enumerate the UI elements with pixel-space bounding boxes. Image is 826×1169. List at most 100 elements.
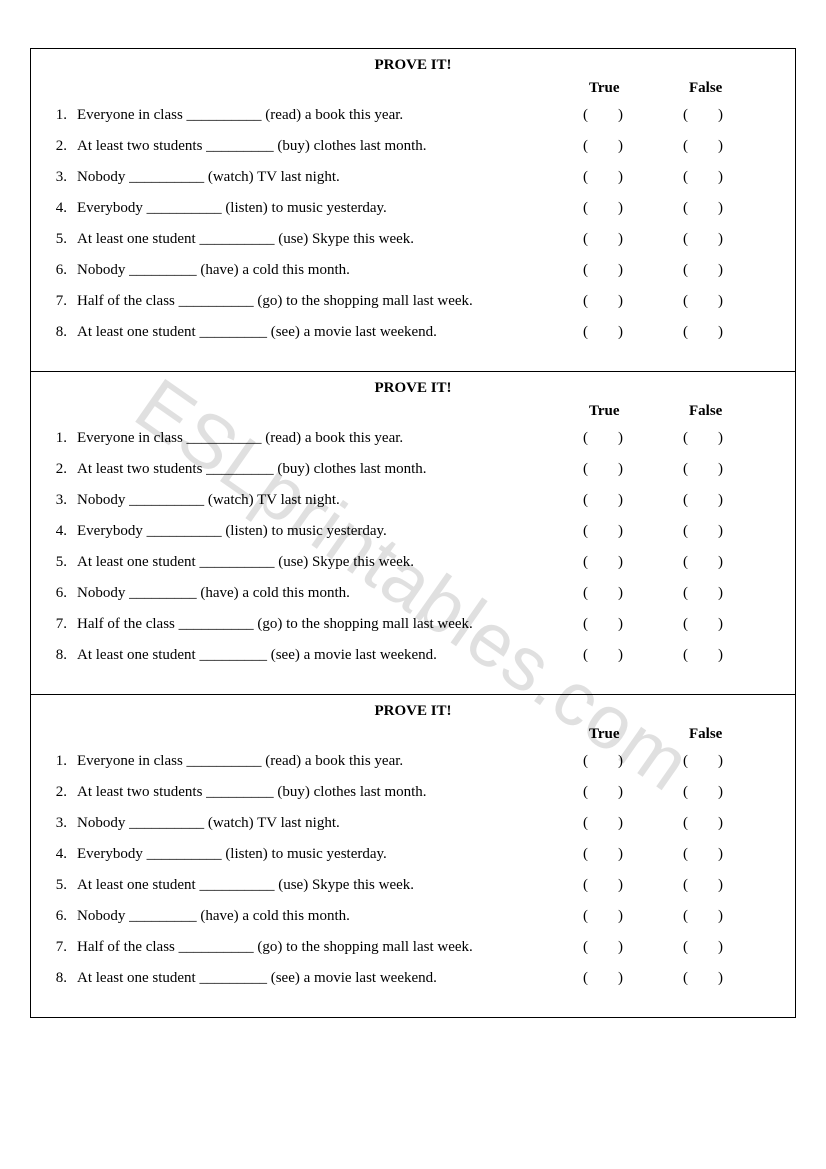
false-slot[interactable]: ( ) bbox=[669, 169, 769, 186]
true-slot[interactable]: ( ) bbox=[569, 169, 669, 186]
false-slot[interactable]: ( ) bbox=[669, 908, 769, 925]
true-slot[interactable]: ( ) bbox=[569, 585, 669, 602]
true-slot[interactable]: ( ) bbox=[569, 430, 669, 447]
question-row: 8.At least one student _________ (see) a… bbox=[49, 324, 777, 341]
worksheet-section: PROVE IT! TrueFalse 1.Everyone in class __… bbox=[31, 694, 795, 1017]
true-false-slots: ( )( ) bbox=[569, 523, 777, 540]
question-row: 4.Everybody __________ (listen) to music… bbox=[49, 523, 777, 540]
true-false-slots: ( )( ) bbox=[569, 262, 777, 279]
question-text: At least two students _________ (buy) cl… bbox=[73, 461, 569, 478]
section-title: PROVE IT! bbox=[49, 703, 777, 720]
true-false-slots: ( )( ) bbox=[569, 430, 777, 447]
question-text: At least two students _________ (buy) cl… bbox=[73, 138, 569, 155]
true-header: True bbox=[569, 80, 669, 97]
true-slot[interactable]: ( ) bbox=[569, 616, 669, 633]
question-row: 4.Everybody __________ (listen) to music… bbox=[49, 846, 777, 863]
false-slot[interactable]: ( ) bbox=[669, 430, 769, 447]
true-slot[interactable]: ( ) bbox=[569, 554, 669, 571]
true-false-slots: ( )( ) bbox=[569, 970, 777, 987]
true-slot[interactable]: ( ) bbox=[569, 939, 669, 956]
false-slot[interactable]: ( ) bbox=[669, 231, 769, 248]
true-false-slots: ( )( ) bbox=[569, 324, 777, 341]
true-slot[interactable]: ( ) bbox=[569, 523, 669, 540]
true-slot[interactable]: ( ) bbox=[569, 293, 669, 310]
question-row: 6.Nobody _________ (have) a cold this mo… bbox=[49, 262, 777, 279]
question-row: 8.At least one student _________ (see) a… bbox=[49, 970, 777, 987]
question-text: At least two students _________ (buy) cl… bbox=[73, 784, 569, 801]
false-slot[interactable]: ( ) bbox=[669, 324, 769, 341]
false-slot[interactable]: ( ) bbox=[669, 200, 769, 217]
section-title: PROVE IT! bbox=[49, 57, 777, 74]
question-number: 4. bbox=[49, 523, 73, 540]
question-number: 1. bbox=[49, 753, 73, 770]
true-false-slots: ( )( ) bbox=[569, 908, 777, 925]
question-number: 7. bbox=[49, 616, 73, 633]
true-false-slots: ( )( ) bbox=[569, 616, 777, 633]
false-slot[interactable]: ( ) bbox=[669, 815, 769, 832]
question-number: 8. bbox=[49, 324, 73, 341]
true-slot[interactable]: ( ) bbox=[569, 647, 669, 664]
question-number: 3. bbox=[49, 492, 73, 509]
question-number: 1. bbox=[49, 430, 73, 447]
true-false-slots: ( )( ) bbox=[569, 107, 777, 124]
true-slot[interactable]: ( ) bbox=[569, 138, 669, 155]
true-slot[interactable]: ( ) bbox=[569, 461, 669, 478]
false-slot[interactable]: ( ) bbox=[669, 585, 769, 602]
true-slot[interactable]: ( ) bbox=[569, 231, 669, 248]
true-slot[interactable]: ( ) bbox=[569, 784, 669, 801]
true-false-slots: ( )( ) bbox=[569, 231, 777, 248]
false-slot[interactable]: ( ) bbox=[669, 939, 769, 956]
false-slot[interactable]: ( ) bbox=[669, 846, 769, 863]
true-slot[interactable]: ( ) bbox=[569, 262, 669, 279]
question-number: 1. bbox=[49, 107, 73, 124]
false-slot[interactable]: ( ) bbox=[669, 554, 769, 571]
true-header: True bbox=[569, 403, 669, 420]
false-slot[interactable]: ( ) bbox=[669, 647, 769, 664]
false-slot[interactable]: ( ) bbox=[669, 523, 769, 540]
true-slot[interactable]: ( ) bbox=[569, 200, 669, 217]
false-slot[interactable]: ( ) bbox=[669, 616, 769, 633]
question-number: 8. bbox=[49, 647, 73, 664]
true-slot[interactable]: ( ) bbox=[569, 753, 669, 770]
true-slot[interactable]: ( ) bbox=[569, 908, 669, 925]
true-slot[interactable]: ( ) bbox=[569, 492, 669, 509]
false-slot[interactable]: ( ) bbox=[669, 262, 769, 279]
worksheet-section: PROVE IT!TrueFalse1.Everyone in class __… bbox=[31, 49, 795, 371]
false-header: False bbox=[669, 726, 769, 743]
question-row: 7.Half of the class __________ (go) to t… bbox=[49, 293, 777, 310]
false-slot[interactable]: ( ) bbox=[669, 753, 769, 770]
true-slot[interactable]: ( ) bbox=[569, 324, 669, 341]
false-slot[interactable]: ( ) bbox=[669, 784, 769, 801]
question-number: 4. bbox=[49, 846, 73, 863]
question-row: 1.Everyone in class __________ (read) a … bbox=[49, 430, 777, 447]
false-slot[interactable]: ( ) bbox=[669, 107, 769, 124]
false-slot[interactable]: ( ) bbox=[669, 293, 769, 310]
question-row: 3.Nobody __________ (watch) TV last nigh… bbox=[49, 169, 777, 186]
false-slot[interactable]: ( ) bbox=[669, 492, 769, 509]
true-slot[interactable]: ( ) bbox=[569, 846, 669, 863]
question-row: 1.Everyone in class __________ (read) a … bbox=[49, 107, 777, 124]
question-text: Half of the class __________ (go) to the… bbox=[73, 939, 569, 956]
worksheet-wrapper: PROVE IT!TrueFalse1.Everyone in class __… bbox=[30, 48, 796, 1018]
question-text: Half of the class __________ (go) to the… bbox=[73, 616, 569, 633]
false-slot[interactable]: ( ) bbox=[669, 461, 769, 478]
true-slot[interactable]: ( ) bbox=[569, 877, 669, 894]
true-false-slots: ( )( ) bbox=[569, 554, 777, 571]
question-text: At least one student _________ (see) a m… bbox=[73, 324, 569, 341]
question-text: Everybody __________ (listen) to music y… bbox=[73, 523, 569, 540]
column-headers: TrueFalse bbox=[49, 726, 777, 743]
question-text: Everyone in class __________ (read) a bo… bbox=[73, 753, 569, 770]
true-slot[interactable]: ( ) bbox=[569, 107, 669, 124]
true-slot[interactable]: ( ) bbox=[569, 815, 669, 832]
question-row: 6.Nobody _________ (have) a cold this mo… bbox=[49, 585, 777, 602]
column-headers: TrueFalse bbox=[49, 403, 777, 420]
false-slot[interactable]: ( ) bbox=[669, 970, 769, 987]
question-text: At least one student __________ (use) Sk… bbox=[73, 554, 569, 571]
true-slot[interactable]: ( ) bbox=[569, 970, 669, 987]
question-number: 5. bbox=[49, 231, 73, 248]
false-slot[interactable]: ( ) bbox=[669, 138, 769, 155]
question-number: 3. bbox=[49, 815, 73, 832]
question-text: Nobody __________ (watch) TV last night. bbox=[73, 815, 569, 832]
question-text: Half of the class __________ (go) to the… bbox=[73, 293, 569, 310]
false-slot[interactable]: ( ) bbox=[669, 877, 769, 894]
